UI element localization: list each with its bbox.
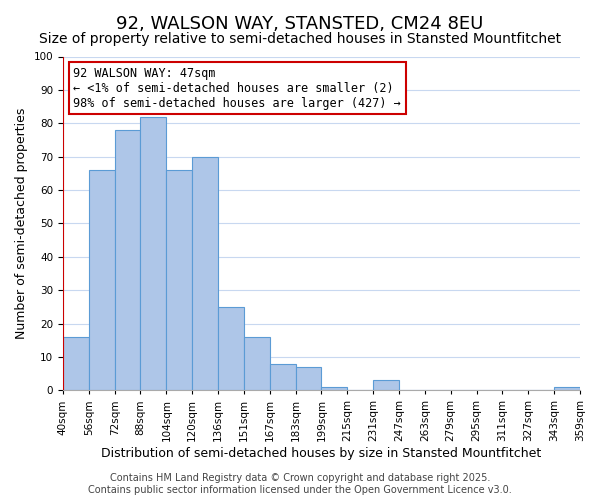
Bar xyxy=(63,337,89,390)
Bar xyxy=(89,170,115,390)
Text: 92 WALSON WAY: 47sqm
← <1% of semi-detached houses are smaller (2)
98% of semi-d: 92 WALSON WAY: 47sqm ← <1% of semi-detac… xyxy=(73,66,401,110)
Bar xyxy=(192,156,218,390)
X-axis label: Distribution of semi-detached houses by size in Stansted Mountfitchet: Distribution of semi-detached houses by … xyxy=(101,447,542,460)
Bar xyxy=(218,307,244,390)
Bar xyxy=(244,337,270,390)
Text: Size of property relative to semi-detached houses in Stansted Mountfitchet: Size of property relative to semi-detach… xyxy=(39,32,561,46)
Bar xyxy=(140,116,166,390)
Bar xyxy=(296,367,322,390)
Bar xyxy=(270,364,296,390)
Bar xyxy=(554,387,580,390)
Bar xyxy=(115,130,140,390)
Text: Contains HM Land Registry data © Crown copyright and database right 2025.
Contai: Contains HM Land Registry data © Crown c… xyxy=(88,474,512,495)
Bar xyxy=(166,170,192,390)
Bar xyxy=(322,387,347,390)
Bar xyxy=(373,380,399,390)
Y-axis label: Number of semi-detached properties: Number of semi-detached properties xyxy=(15,108,28,339)
Text: 92, WALSON WAY, STANSTED, CM24 8EU: 92, WALSON WAY, STANSTED, CM24 8EU xyxy=(116,15,484,33)
